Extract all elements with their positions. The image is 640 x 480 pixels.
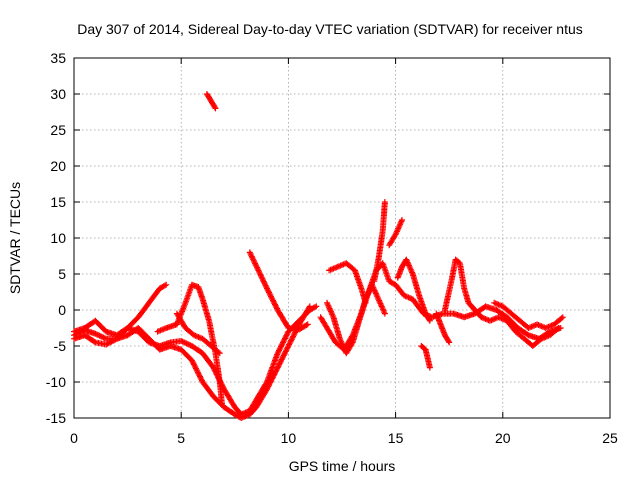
data-points (71, 91, 566, 421)
data-point (212, 105, 219, 112)
data-point (180, 339, 187, 346)
data-track (246, 249, 311, 333)
y-tick-label: -15 (46, 410, 66, 426)
data-point (270, 297, 276, 304)
data-point (446, 339, 453, 346)
data-track (173, 310, 223, 357)
data-point (306, 304, 313, 311)
data-point (303, 322, 310, 329)
data-point (559, 314, 566, 321)
data-point (381, 199, 388, 205)
x-tick-label: 5 (177, 430, 185, 446)
y-tick-label: 15 (50, 194, 66, 210)
data-track (418, 343, 433, 371)
data-point (193, 366, 200, 373)
data-point (100, 334, 107, 341)
data-point (445, 338, 452, 345)
x-tick-labels: 0 5 10 15 20 25 (70, 430, 618, 446)
y-axis-label: SDTVAR / TECUs (7, 182, 23, 294)
data-point (426, 317, 433, 324)
data-point (272, 301, 278, 308)
data-point (161, 282, 168, 289)
data-track (203, 91, 219, 112)
data-point (211, 104, 218, 111)
data-point (304, 321, 311, 328)
data-track (394, 256, 433, 324)
data-point (426, 316, 433, 323)
chart-title: Day 307 of 2014, Sidereal Day-to-day VTE… (77, 21, 583, 37)
data-track (441, 256, 562, 349)
data-track (491, 299, 566, 331)
y-tick-label: 0 (58, 302, 66, 318)
data-point (381, 310, 388, 317)
x-axis-label: GPS time / hours (289, 458, 396, 474)
data-point (72, 331, 79, 338)
data-track (71, 281, 170, 342)
x-tick-label: 20 (495, 430, 511, 446)
y-tick-label: 5 (58, 266, 66, 282)
y-tick-label: 30 (50, 86, 66, 102)
data-point (278, 342, 285, 349)
data-point (218, 400, 225, 407)
data-track (326, 260, 369, 306)
data-point (274, 350, 281, 357)
data-point (261, 279, 268, 286)
x-tick-label: 15 (388, 430, 404, 446)
data-point (426, 364, 433, 371)
axis-ticks (73, 57, 611, 419)
data-point (274, 364, 281, 371)
data-point (216, 350, 223, 357)
data-track (71, 303, 313, 421)
y-tick-label: 25 (50, 122, 66, 138)
data-point (91, 338, 98, 345)
data-point (77, 329, 84, 336)
data-point (265, 288, 272, 295)
data-point (399, 217, 405, 223)
data-track (371, 199, 388, 285)
data-point (313, 303, 320, 310)
data-point (288, 337, 295, 344)
y-tick-label: 10 (50, 230, 66, 246)
data-point (362, 299, 369, 306)
y-tick-labels: -15 -10 -5 0 5 10 15 20 25 30 35 (46, 50, 66, 426)
y-tick-label: 35 (50, 50, 66, 66)
data-point (306, 303, 313, 310)
data-point (198, 376, 205, 383)
grid-lines (74, 58, 610, 418)
y-tick-label: -5 (54, 338, 67, 354)
data-point (163, 281, 170, 288)
data-point (276, 346, 283, 353)
data-point (215, 349, 222, 356)
x-tick-label: 0 (70, 430, 78, 446)
y-tick-label: -10 (46, 374, 66, 390)
x-tick-label: 25 (602, 430, 618, 446)
data-track (433, 310, 453, 346)
data-track (324, 281, 388, 357)
data-point (555, 325, 562, 331)
data-track (386, 217, 405, 249)
x-tick-label: 10 (281, 430, 297, 446)
data-point (558, 315, 565, 322)
data-point (524, 331, 531, 338)
y-tick-label: 20 (50, 158, 66, 174)
data-point (554, 326, 561, 332)
data-point (283, 332, 290, 339)
data-point (191, 362, 198, 369)
data-point (312, 304, 318, 311)
